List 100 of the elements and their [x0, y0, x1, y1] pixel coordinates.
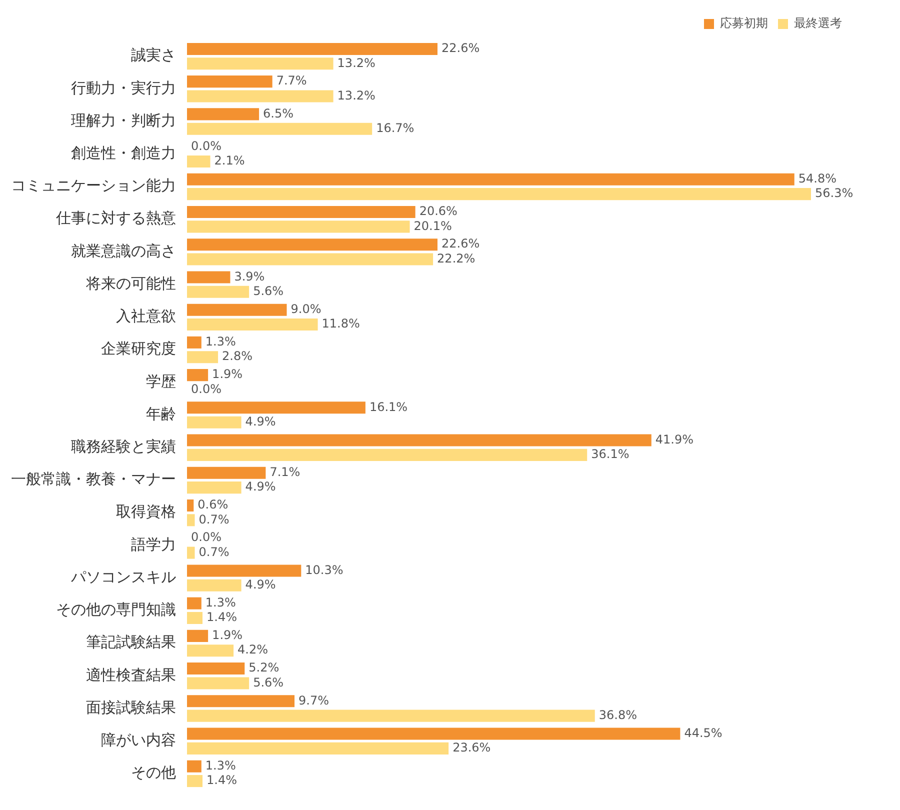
y-tick-label: 年齢 — [146, 404, 176, 423]
data-label: 0.0% — [191, 138, 222, 153]
y-tick-label: 学歴 — [146, 372, 176, 390]
data-label: 36.1% — [591, 447, 630, 462]
data-label: 56.3% — [814, 186, 854, 200]
bar — [187, 597, 202, 610]
y-tick-label: 適性検査結果 — [86, 666, 176, 684]
bar — [187, 318, 318, 331]
bar — [187, 188, 811, 200]
bar — [187, 271, 230, 284]
data-label: 10.3% — [305, 562, 344, 577]
bar — [187, 220, 410, 233]
bar — [187, 662, 245, 675]
data-label: 22.2% — [437, 251, 476, 266]
legend-label: 応募初期 — [720, 16, 768, 30]
bar — [187, 416, 242, 428]
data-label: 4.9% — [245, 414, 276, 428]
data-label: 5.6% — [253, 675, 284, 690]
data-label: 13.2% — [337, 56, 376, 70]
bar — [187, 710, 595, 722]
data-label: 20.6% — [419, 204, 458, 218]
data-label: 3.9% — [234, 269, 265, 284]
bar — [187, 677, 250, 690]
bar — [187, 173, 794, 186]
y-tick-label: 面接試験結果 — [86, 698, 176, 716]
data-label: 36.8% — [598, 708, 637, 722]
bar — [187, 630, 208, 642]
data-label: 0.0% — [191, 530, 222, 544]
data-label: 13.2% — [337, 88, 376, 102]
data-label: 0.6% — [198, 498, 228, 512]
data-label: 0.0% — [191, 382, 222, 396]
data-label: 7.7% — [276, 74, 307, 88]
y-tick-label: 将来の可能性 — [85, 274, 176, 292]
data-label: 0.7% — [198, 512, 230, 526]
bar — [187, 304, 287, 316]
bar — [187, 58, 334, 70]
data-label: 7.1% — [270, 465, 300, 480]
data-label: 0.7% — [198, 544, 230, 559]
bar — [187, 448, 588, 461]
data-label: 5.6% — [253, 284, 284, 298]
data-label: 16.7% — [376, 120, 414, 135]
bar — [187, 351, 218, 364]
data-label: 4.9% — [245, 480, 276, 494]
data-label: 20.1% — [414, 218, 452, 233]
y-tick-label: 創造性・創造力 — [71, 144, 176, 162]
data-label: 4.9% — [245, 578, 276, 592]
y-tick-label: その他 — [131, 764, 176, 782]
data-label: 23.6% — [452, 740, 491, 755]
data-label: 5.2% — [248, 660, 280, 675]
y-tick-label: パソコンスキル — [70, 568, 176, 586]
data-label: 9.0% — [290, 302, 322, 316]
y-tick-label: その他の専門知識 — [56, 600, 176, 619]
data-label: 9.7% — [298, 693, 330, 708]
bar — [187, 644, 234, 657]
bar — [187, 564, 302, 577]
data-label: 2.8% — [222, 349, 253, 364]
bar — [187, 695, 295, 708]
bar — [187, 728, 680, 740]
y-tick-label: 一般常識・教養・マナー — [11, 470, 176, 488]
bar — [187, 775, 203, 788]
bar — [187, 76, 272, 88]
bar — [187, 434, 652, 446]
bar — [187, 482, 242, 494]
data-label: 22.6% — [441, 41, 480, 56]
bar — [187, 238, 438, 251]
y-tick-label: 取得資格 — [116, 502, 176, 521]
bar — [187, 466, 266, 479]
data-label: 1.9% — [212, 628, 243, 642]
bar — [187, 42, 438, 55]
bar — [187, 579, 242, 592]
y-tick-label: 行動力・実行力 — [71, 78, 176, 97]
y-tick-label: 職務経験と実績 — [71, 438, 176, 456]
data-label: 22.6% — [441, 236, 480, 251]
y-tick-label: 理解力・判断力 — [71, 111, 176, 130]
bar — [187, 402, 366, 414]
y-tick-label: 就業意識の高さ — [71, 242, 176, 260]
legend-label: 最終選考 — [794, 16, 842, 30]
bar — [187, 336, 202, 348]
bar — [187, 499, 194, 512]
y-tick-label: 筆記試験結果 — [86, 633, 176, 652]
bar — [187, 286, 250, 298]
bar — [187, 155, 210, 168]
data-label: 1.4% — [206, 773, 238, 788]
data-label: 2.1% — [214, 154, 245, 168]
bar — [187, 514, 195, 526]
bar — [187, 742, 449, 754]
y-tick-label: 誠実さ — [131, 46, 176, 64]
bar — [187, 760, 202, 772]
data-label: 16.1% — [369, 400, 408, 414]
bar — [187, 108, 260, 120]
data-label: 54.8% — [798, 172, 836, 186]
data-label: 11.8% — [322, 316, 360, 331]
bar — [187, 546, 195, 559]
bar — [187, 90, 334, 102]
bar — [187, 369, 208, 382]
data-label: 41.9% — [655, 432, 694, 446]
bar — [187, 122, 372, 135]
y-tick-label: 障がい内容 — [101, 730, 176, 749]
data-label: 44.5% — [684, 726, 722, 740]
data-label: 1.3% — [205, 758, 236, 772]
